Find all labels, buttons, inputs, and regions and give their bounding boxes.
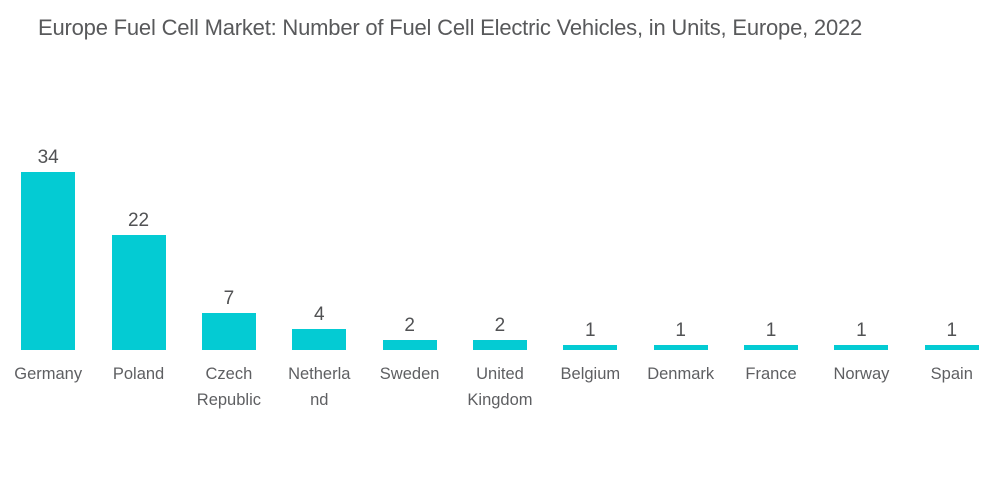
chart-column-sweden: 2 Sweden — [364, 140, 454, 413]
bar-value-label: 22 — [127, 209, 150, 231]
chart-column-france: 1 France — [726, 140, 816, 413]
category-label-line: Norway — [833, 365, 890, 383]
plot-area: 2 — [382, 140, 437, 350]
bar-value-label: 7 — [223, 288, 235, 310]
category-label-line: Spain — [930, 365, 973, 383]
chart-column-czech-republic: 7 Czech Republic — [184, 140, 274, 413]
bar-denmark — [653, 344, 708, 350]
plot-area: 4 — [292, 140, 347, 350]
bar-spain — [924, 344, 979, 350]
bar-value-label: 1 — [856, 319, 867, 341]
category-label-line: France — [745, 365, 797, 383]
category-label-line: Poland — [112, 365, 165, 383]
chart-column-netherland: 4 Netherla nd — [274, 140, 364, 413]
category-label-czech-republic: Czech Republic — [197, 361, 261, 413]
plot-area: 2 — [472, 140, 527, 350]
plot-area: 1 — [924, 140, 979, 350]
category-label-poland: Poland — [113, 361, 164, 387]
plot-area: 22 — [111, 140, 166, 350]
category-label-sweden: Sweden — [380, 361, 440, 387]
category-label-line: Netherla — [288, 365, 351, 383]
category-label-line: Republic — [196, 391, 261, 409]
category-label-united-kingdom: United Kingdom — [467, 361, 532, 413]
bar-netherland — [292, 329, 347, 350]
bar-value-label: 2 — [404, 314, 415, 336]
category-label-france: France — [745, 361, 796, 387]
bar-germany — [21, 171, 76, 350]
plot-area: 1 — [653, 140, 708, 350]
plot-area: 34 — [21, 140, 76, 350]
plot-area: 1 — [744, 140, 799, 350]
category-label-belgium: Belgium — [561, 361, 621, 387]
bar-value-label: 1 — [946, 319, 958, 341]
chart-column-belgium: 1 Belgium — [545, 140, 635, 413]
category-label-line: Czech — [205, 365, 253, 383]
bar-czech-republic — [201, 313, 256, 350]
chart-column-united-kingdom: 2 United Kingdom — [455, 140, 545, 413]
bar-value-label: 2 — [494, 314, 506, 336]
chart-title: Europe Fuel Cell Market: Number of Fuel … — [38, 15, 863, 40]
chart-column-germany: 34 Germany — [3, 140, 93, 413]
category-label-line: nd — [310, 391, 329, 409]
bar-value-label: 1 — [585, 319, 596, 341]
category-label-line: Germany — [14, 365, 83, 383]
category-label-germany: Germany — [14, 361, 82, 387]
bar-value-label: 4 — [313, 304, 325, 325]
category-label-line: Sweden — [379, 365, 440, 383]
chart-column-denmark: 1 Denmark — [636, 140, 726, 413]
category-label-line: United — [476, 365, 524, 383]
bar-poland — [111, 234, 166, 350]
bar-france — [744, 344, 799, 350]
chart-column-spain: 1 Spain — [907, 140, 997, 413]
plot-area: 1 — [834, 140, 889, 350]
chart-column-norway: 1 Norway — [816, 140, 906, 413]
category-label-line: Belgium — [560, 365, 621, 383]
bar-sweden — [382, 339, 437, 350]
bar-value-label: 1 — [765, 319, 777, 341]
plot-area: 1 — [563, 140, 618, 350]
plot-area: 7 — [201, 140, 256, 350]
bar-chart: 34 Germany 22 Poland 7 Czech Republic 4 Netherla… — [3, 140, 997, 413]
category-label-line: Kingdom — [467, 391, 533, 409]
bar-value-label: 1 — [675, 319, 686, 341]
bar-united-kingdom — [472, 339, 527, 350]
bar-belgium — [563, 344, 618, 350]
category-label-netherland: Netherla nd — [288, 361, 350, 413]
chart-column-poland: 22 Poland — [93, 140, 183, 413]
category-label-spain: Spain — [931, 361, 973, 387]
bar-norway — [834, 344, 889, 350]
category-label-denmark: Denmark — [647, 361, 714, 387]
category-label-norway: Norway — [833, 361, 889, 387]
bar-value-label: 34 — [37, 146, 59, 168]
category-label-line: Denmark — [647, 365, 715, 383]
